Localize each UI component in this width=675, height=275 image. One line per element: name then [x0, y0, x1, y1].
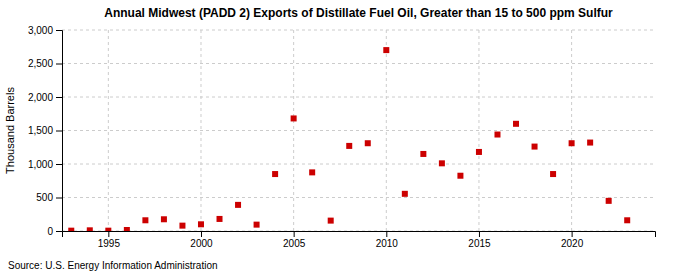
point: [606, 198, 612, 204]
point: [476, 149, 482, 155]
point: [217, 216, 223, 222]
tick: 0: [47, 226, 62, 237]
tick-mark: [56, 30, 62, 31]
plot-area: 1995 2000 2005 2010 2015 2020 0 500 1,000 1,500 2,…: [28, 25, 656, 249]
tick-mark: [294, 231, 295, 237]
y-axis-label: Thousand Barrels: [4, 87, 16, 174]
point: [328, 218, 334, 224]
grid-line: [108, 30, 109, 231]
point: [513, 121, 519, 127]
tick: 2,500: [28, 58, 62, 69]
tick: 1,500: [28, 125, 62, 136]
tick: 2020: [561, 231, 584, 249]
tick: 2000: [190, 231, 213, 249]
grid-line: [62, 197, 655, 198]
point: [346, 143, 352, 149]
tick-label: 2020: [561, 238, 584, 249]
axis-line: [63, 232, 656, 238]
tick-label: 2,500: [28, 58, 53, 69]
tick-label: 2,000: [28, 92, 53, 103]
grid-line: [293, 30, 294, 231]
point: [439, 160, 445, 166]
tick-label: 2015: [468, 238, 491, 249]
point: [624, 217, 630, 223]
point: [161, 216, 167, 222]
point: [587, 140, 593, 146]
point: [550, 171, 556, 177]
tick-label: 1,000: [28, 159, 53, 170]
point: [457, 173, 463, 179]
tick-label: 500: [36, 192, 53, 203]
grid-line: [62, 97, 655, 98]
x-axis: 1995 2000 2005 2010 2015 2020: [63, 231, 656, 249]
point: [198, 221, 204, 227]
point: [179, 223, 185, 229]
point: [402, 191, 408, 197]
tick: 2,000: [28, 92, 62, 103]
tick-mark: [56, 97, 62, 98]
tick-label: 1,500: [28, 125, 53, 136]
point: [532, 144, 538, 150]
point: [124, 227, 130, 231]
tick-label: 2010: [376, 238, 399, 249]
tick-label: 1995: [98, 238, 121, 249]
point: [420, 151, 426, 157]
point: [235, 202, 241, 208]
tick: 500: [36, 192, 62, 203]
tick-mark: [386, 231, 387, 237]
point: [494, 132, 500, 138]
tick: 1995: [98, 231, 121, 249]
point: [309, 169, 315, 175]
tick-mark: [56, 131, 62, 132]
tick-label: 2005: [283, 238, 306, 249]
axis-line: [56, 31, 63, 232]
points: [68, 47, 630, 231]
grid-line: [62, 30, 655, 31]
y-axis: 0 500 1,000 1,500 2,000 2,500 3,000: [28, 25, 63, 237]
point: [365, 140, 371, 146]
tick-mark: [108, 231, 109, 237]
tick: 1,000: [28, 159, 62, 170]
point: [272, 171, 278, 177]
point: [87, 227, 93, 231]
point: [105, 228, 111, 231]
source: Source: U.S. Energy Information Administ…: [8, 260, 218, 271]
point: [142, 217, 148, 223]
grid-line: [62, 63, 655, 64]
tick: 2005: [283, 231, 306, 249]
tick-label: 2000: [190, 238, 213, 249]
tick-mark: [479, 231, 480, 237]
grid-line: [571, 30, 572, 231]
tick-mark: [56, 64, 62, 65]
tick-mark: [572, 231, 573, 237]
grid-line: [62, 164, 655, 165]
tick-mark: [56, 164, 62, 165]
point: [291, 115, 297, 121]
point: [68, 228, 74, 231]
grid: [62, 30, 655, 231]
point: [383, 47, 389, 53]
tick-mark: [56, 231, 62, 232]
title: Annual Midwest (PADD 2) Exports of Disti…: [104, 6, 613, 20]
tick: 2015: [468, 231, 491, 249]
tick: 2010: [376, 231, 399, 249]
tick-mark: [56, 198, 62, 199]
tick: 3,000: [28, 25, 62, 36]
chart: 1995 2000 2005 2010 2015 2020 0 500 1,000 1,500 2,…: [0, 0, 675, 275]
point: [254, 222, 260, 228]
tick-label: 0: [47, 226, 53, 237]
tick-mark: [201, 231, 202, 237]
grid-line: [62, 130, 655, 131]
tick-label: 3,000: [28, 25, 53, 36]
point: [569, 140, 575, 146]
